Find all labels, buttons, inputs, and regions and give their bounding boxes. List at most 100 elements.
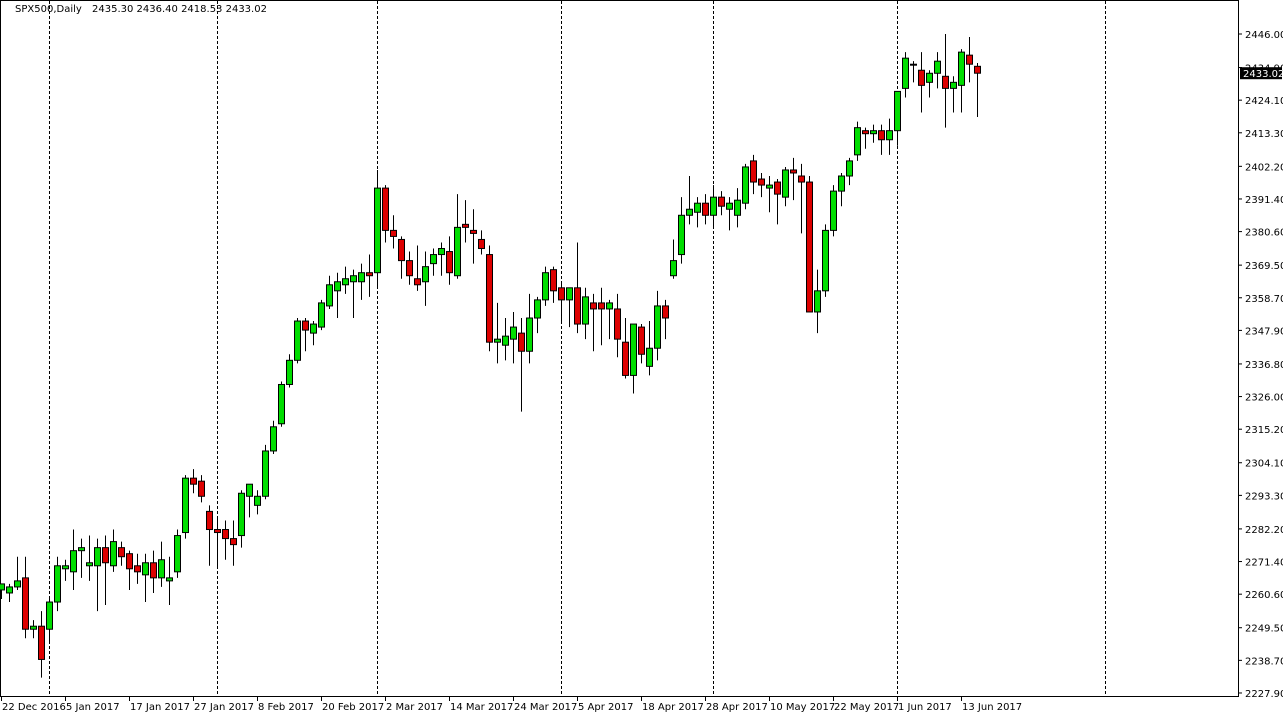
candle-body: [630, 323, 637, 376]
candle-body: [910, 63, 917, 66]
candle-body: [678, 214, 685, 256]
candle-body: [326, 284, 333, 307]
x-tick-label: 17 Jan 2017: [130, 702, 190, 713]
candle-body: [886, 130, 893, 141]
candle-body: [550, 269, 557, 292]
candle-body: [718, 196, 725, 207]
candle-body: [150, 562, 157, 579]
y-tick-label: 2326.00: [1245, 393, 1283, 404]
y-tick-label: 2369.50: [1245, 261, 1283, 272]
candle-body: [502, 335, 509, 346]
candle-body: [558, 287, 565, 301]
candle-body: [510, 326, 517, 340]
candle-body: [102, 547, 109, 564]
candle-body: [790, 169, 797, 174]
candle-body: [518, 332, 525, 352]
x-tick-label: 10 May 2017: [770, 702, 835, 713]
candle-body: [726, 202, 733, 210]
candle-body: [310, 323, 317, 334]
candle-body: [654, 305, 661, 349]
y-tick-label: 2446.00: [1245, 30, 1283, 41]
candle-body: [838, 175, 845, 192]
candle-body: [366, 272, 373, 277]
candle-body: [606, 302, 613, 310]
candle-body: [454, 226, 461, 277]
candle-body: [662, 305, 669, 319]
candle-body: [702, 202, 709, 216]
candle-body: [878, 130, 885, 141]
candle-body: [22, 577, 29, 630]
candle-body: [430, 254, 437, 265]
y-tick-label: 2238.70: [1245, 656, 1283, 667]
x-tick-label: 1 Jun 2017: [898, 702, 952, 713]
candle-body: [54, 565, 61, 603]
candle-body: [694, 202, 701, 213]
price-marker: [1240, 67, 1282, 80]
y-tick-label: 2391.40: [1245, 195, 1283, 206]
candle-body: [742, 166, 749, 204]
candle-body: [542, 272, 549, 301]
candle-body: [422, 266, 429, 283]
candle-body: [0, 583, 5, 591]
candle-body: [846, 160, 853, 177]
candle-body: [478, 238, 485, 250]
candle-body: [614, 308, 621, 340]
y-tick-label: 2315.20: [1245, 425, 1283, 436]
candle-body: [238, 492, 245, 537]
candle-body: [70, 550, 77, 573]
candle-body: [638, 326, 645, 355]
candle-body: [302, 320, 309, 331]
y-tick-label: 2358.70: [1245, 294, 1283, 305]
y-tick-label: 2402.20: [1245, 162, 1283, 173]
candle-body: [118, 547, 125, 558]
x-tick-label: 27 Jan 2017: [194, 702, 254, 713]
period-separators: [49, 1, 1106, 696]
candle-body: [174, 535, 181, 573]
candle-body: [86, 562, 93, 567]
candle-body: [206, 510, 213, 531]
x-tick-label: 5 Apr 2017: [578, 702, 633, 713]
candle-body: [894, 90, 901, 132]
candle-body: [566, 287, 573, 301]
candle-body: [582, 296, 589, 325]
candle-body: [646, 347, 653, 367]
y-tick-label: 2282.20: [1245, 525, 1283, 536]
candle-body: [6, 586, 13, 594]
candle-body: [382, 187, 389, 231]
candle-body: [822, 229, 829, 292]
candle-body: [30, 625, 37, 630]
candle-body: [270, 426, 277, 452]
candle-body: [622, 341, 629, 376]
ohlc-text: 2435.30 2436.40 2418.53 2433.02: [92, 4, 267, 15]
candle-body: [574, 287, 581, 325]
candle-body: [470, 229, 477, 234]
candle-body: [62, 565, 69, 570]
candle-body: [46, 601, 53, 630]
candle-body: [406, 260, 413, 277]
candle-body: [750, 160, 757, 183]
candle-body: [286, 359, 293, 385]
candle-body: [534, 299, 541, 319]
candle-body: [374, 187, 381, 274]
candle-body: [398, 238, 405, 262]
candle-body: [182, 477, 189, 534]
candle-body: [414, 278, 421, 286]
candle-body: [686, 208, 693, 216]
candle-body: [350, 275, 357, 283]
candle-body: [814, 290, 821, 313]
x-tick-label: 24 Mar 2017: [514, 702, 577, 713]
candle-body: [278, 383, 285, 425]
candle-body: [774, 181, 781, 195]
candle-body: [438, 248, 445, 256]
candle-body: [446, 251, 453, 274]
candle-body: [974, 65, 981, 74]
candle-body: [14, 580, 21, 588]
candle-body: [198, 480, 205, 497]
candle-body: [598, 302, 605, 310]
candle-body: [190, 477, 197, 485]
x-tick-label: 5 Jan 2017: [66, 702, 120, 713]
x-tick-label: 22 May 2017: [834, 702, 899, 713]
x-tick-label: 13 Jun 2017: [962, 702, 1022, 713]
